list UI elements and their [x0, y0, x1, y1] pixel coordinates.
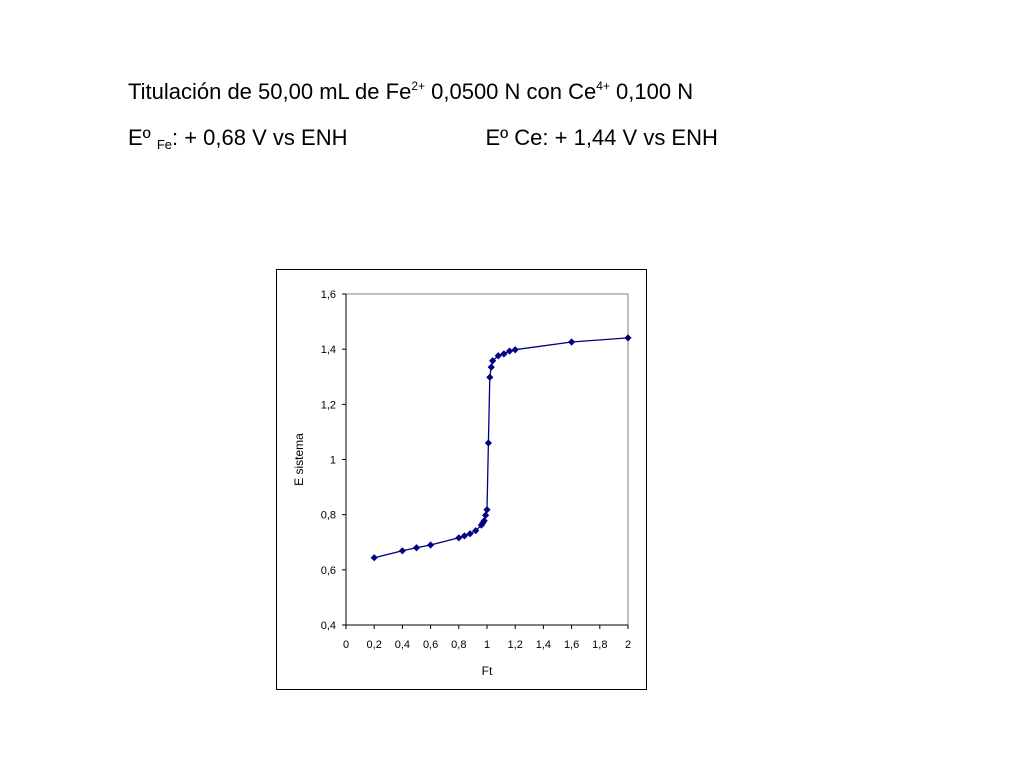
fe-potential-prefix: Eº	[128, 125, 157, 150]
titration-chart: 0,4 0,6 0,8 1 1,2 1,4 1,6 0 0,2 0,4 0,6 0,8 1 1,2 1,4 1…	[292, 289, 632, 678]
title-suffix: 0,100 N	[609, 79, 694, 104]
x-axis-label: Ft	[482, 664, 493, 678]
tick-labels: 0,4 0,6 0,8 1 1,2 1,4 1,6 0 0,2 0,4 0,6 0,8 1 1,2 1,4 1…	[321, 289, 631, 651]
series	[370, 334, 632, 562]
title-prefix: Titulación de 50,00 mL de Fe	[128, 79, 412, 104]
data-point-marker	[427, 541, 435, 549]
data-point-marker	[484, 439, 493, 447]
x-tick-label: 0,2	[367, 639, 382, 651]
fe-potential-value: : + 0,68 V vs ENH	[172, 125, 348, 150]
x-tick-label: 1	[484, 639, 490, 651]
fe-subscript: Fe	[156, 137, 172, 152]
x-tick-label: 1,6	[564, 639, 579, 651]
y-axis-label: E sistema	[292, 433, 306, 486]
standard-potentials: Eº Fe: + 0,68 V vs ENH Eº Ce: + 1,44 V vs…	[128, 125, 718, 152]
y-tick-label: 1	[330, 455, 336, 467]
data-point-marker	[460, 532, 469, 540]
data-point-marker	[481, 511, 490, 519]
ce-charge: 4+	[596, 79, 610, 93]
data-point-marker	[624, 334, 632, 342]
x-tick-label: 1,8	[592, 639, 607, 651]
y-tick-label: 0,8	[321, 510, 336, 522]
y-tick-label: 1,2	[321, 399, 336, 411]
x-tick-label: 0,4	[395, 639, 410, 651]
x-tick-label: 0	[343, 639, 349, 651]
data-point-marker	[398, 547, 406, 555]
x-tick-label: 1,2	[508, 639, 523, 651]
plot-area-border	[345, 293, 629, 626]
data-point-marker	[455, 534, 463, 542]
data-point-marker	[412, 544, 421, 552]
data-point-marker	[511, 346, 519, 354]
y-tick-label: 0,6	[321, 565, 336, 577]
ce-potential: Eº Ce: + 1,44 V vs ENH	[485, 125, 718, 150]
axes	[342, 293, 629, 629]
data-point-marker	[568, 338, 576, 346]
series-line	[374, 337, 629, 559]
x-tick-label: 0,8	[451, 639, 466, 651]
y-tick-label: 1,6	[321, 289, 336, 301]
fe-charge: 2+	[411, 79, 426, 93]
title-middle: 0,0500 N con Ce	[425, 79, 597, 104]
y-tick-label: 1,4	[321, 344, 336, 356]
data-point-marker	[483, 506, 491, 514]
chart-frame: 0,4 0,6 0,8 1 1,2 1,4 1,6 0 0,2 0,4 0,6 0,8 1 1,2 1,4 1…	[276, 269, 647, 690]
data-point-marker	[500, 350, 508, 358]
data-point-marker	[370, 554, 378, 562]
y-tick-label: 0,4	[321, 620, 336, 632]
data-point-marker	[487, 363, 495, 371]
x-tick-label: 1,4	[536, 639, 551, 651]
data-point-marker	[486, 373, 494, 381]
slide-title: Titulación de 50,00 mL de Fe2+ 0,0500 N …	[128, 80, 693, 103]
data-point-marker	[472, 527, 480, 535]
data-point-marker	[466, 530, 474, 538]
x-tick-label: 2	[625, 639, 631, 651]
x-tick-label: 0,6	[423, 639, 438, 651]
